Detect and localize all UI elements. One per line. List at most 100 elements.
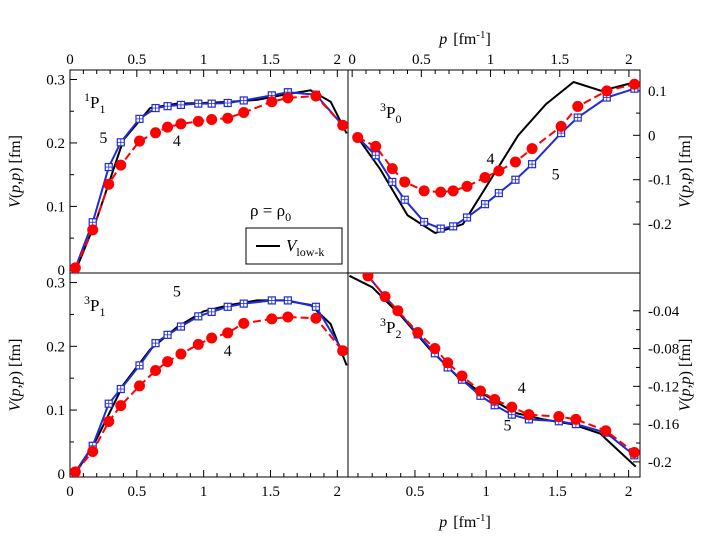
x-tick-label: 1.5 bbox=[550, 52, 569, 68]
series-4-point bbox=[370, 140, 382, 152]
series-4-point bbox=[509, 156, 521, 168]
series-4-point bbox=[412, 327, 424, 338]
series-4-point bbox=[134, 380, 145, 392]
x-tick-label: 2 bbox=[334, 52, 342, 68]
y-tick-label: -0.16 bbox=[648, 417, 680, 433]
y-axis-label-unit: ) [fm] bbox=[677, 339, 694, 377]
panel-label-sup: 3 bbox=[380, 315, 386, 329]
series-4-point bbox=[392, 305, 404, 317]
y-axis-label-v: V bbox=[677, 196, 694, 208]
series-4-point bbox=[352, 132, 364, 144]
series-4-point bbox=[103, 178, 115, 190]
x-tick-label: 0.5 bbox=[127, 484, 146, 500]
y-axis-label-args: p,p bbox=[677, 376, 694, 397]
series-4-point bbox=[87, 224, 99, 236]
y-tick-label: 0.1 bbox=[46, 403, 65, 419]
series-4-point bbox=[553, 411, 565, 423]
series-4-point bbox=[555, 120, 567, 132]
series-4-point bbox=[570, 413, 582, 425]
curve-label: 5 bbox=[99, 130, 107, 147]
series-4-point bbox=[628, 78, 640, 90]
series-5-line bbox=[367, 275, 635, 457]
legend-label-v: V bbox=[286, 236, 299, 255]
bottom-xlabel: p [fm-1] bbox=[438, 512, 491, 531]
series-4-point bbox=[162, 121, 174, 133]
curve-label: 5 bbox=[552, 167, 560, 184]
series-4-point bbox=[456, 370, 468, 382]
y-axis-label: V(p,p) [fm] bbox=[677, 339, 694, 412]
series-4-point bbox=[192, 338, 204, 350]
data-series bbox=[70, 78, 640, 477]
density-annotation-sub: 0 bbox=[285, 210, 291, 224]
curve-label: 4 bbox=[173, 133, 181, 150]
y-tick-label: 0.3 bbox=[46, 276, 65, 292]
top-xlabel: p [fm-1] bbox=[438, 29, 491, 48]
series-vlowk-line bbox=[348, 274, 637, 468]
series-4-point bbox=[628, 446, 640, 458]
y-tick-label: -0.12 bbox=[648, 379, 679, 395]
curve-label: 5 bbox=[173, 284, 181, 301]
panel-top-left bbox=[70, 88, 348, 273]
panel-label: 3P1 bbox=[84, 293, 105, 319]
x-tick-label: 0.5 bbox=[406, 484, 425, 500]
series-5-line bbox=[74, 91, 344, 269]
series-4-point bbox=[150, 365, 162, 377]
series-4-point bbox=[175, 118, 187, 130]
series-4-point bbox=[238, 317, 250, 329]
y-tick-label: 0.1 bbox=[46, 199, 65, 215]
x-tick-label: 1 bbox=[200, 484, 208, 500]
series-4-point bbox=[222, 327, 234, 339]
y-tick-label: 0 bbox=[58, 467, 66, 483]
panel-label: 1P1 bbox=[84, 90, 105, 116]
curve-label: 4 bbox=[518, 380, 526, 397]
y-tick-label: -0.2 bbox=[648, 455, 672, 471]
series-4-point bbox=[192, 115, 204, 127]
y-axis-label-unit: ) [fm] bbox=[677, 135, 694, 173]
series-4-point bbox=[526, 143, 538, 155]
x-tick-label: 2 bbox=[625, 484, 633, 500]
panel-bottom-right bbox=[348, 273, 640, 468]
series-4-point bbox=[115, 159, 127, 171]
series-4-point bbox=[337, 119, 348, 131]
x-tick-label: 2 bbox=[625, 52, 633, 68]
x-tick-label: 0 bbox=[348, 52, 356, 68]
series-4-point bbox=[206, 332, 218, 344]
curve-label: 5 bbox=[504, 418, 512, 435]
panel-label-sup: 3 bbox=[84, 293, 90, 307]
y-tick-label: -0.2 bbox=[648, 217, 672, 233]
density-annotation: ρ = ρ0 bbox=[250, 201, 291, 224]
series-4-point bbox=[474, 385, 486, 397]
series-4-point bbox=[282, 92, 294, 104]
series-4-point bbox=[379, 291, 391, 303]
y-axis-label-unit: ) [fm] bbox=[7, 135, 24, 173]
series-4-point bbox=[461, 180, 473, 192]
series-vlowk-line bbox=[356, 80, 637, 235]
x-tick-label: 1 bbox=[482, 484, 490, 500]
panel-label-main: P bbox=[90, 93, 99, 112]
panel-top-right bbox=[352, 78, 640, 235]
panel-label-main: P bbox=[386, 318, 395, 337]
panel-label-sup: 1 bbox=[84, 90, 90, 104]
density-annotation-main: ρ = ρ bbox=[250, 201, 285, 220]
x-tick-label: 0.5 bbox=[127, 52, 146, 68]
series-4-point bbox=[87, 446, 99, 457]
y-axis-label: V(p,p) [fm] bbox=[7, 135, 24, 208]
series-4-point bbox=[435, 186, 447, 198]
panel-label-sup: 3 bbox=[380, 100, 386, 114]
series-4-point bbox=[523, 409, 535, 421]
series-4-point bbox=[206, 113, 218, 125]
y-axis-label-v: V bbox=[677, 399, 694, 411]
series-4-point bbox=[70, 262, 81, 273]
series-4-point bbox=[447, 185, 459, 197]
y-axis-label-open: ( bbox=[7, 396, 24, 401]
y-axis-label-unit: ) [fm] bbox=[7, 339, 24, 377]
y-tick-label: -0.04 bbox=[648, 304, 680, 320]
x-tick-label: 0 bbox=[66, 52, 74, 68]
y-axis-label-v: V bbox=[7, 196, 24, 208]
panel-label-sub: 2 bbox=[395, 327, 401, 341]
panel-label: 3P2 bbox=[380, 315, 401, 341]
curve-label: 4 bbox=[487, 151, 495, 168]
series-4-point bbox=[418, 185, 430, 197]
